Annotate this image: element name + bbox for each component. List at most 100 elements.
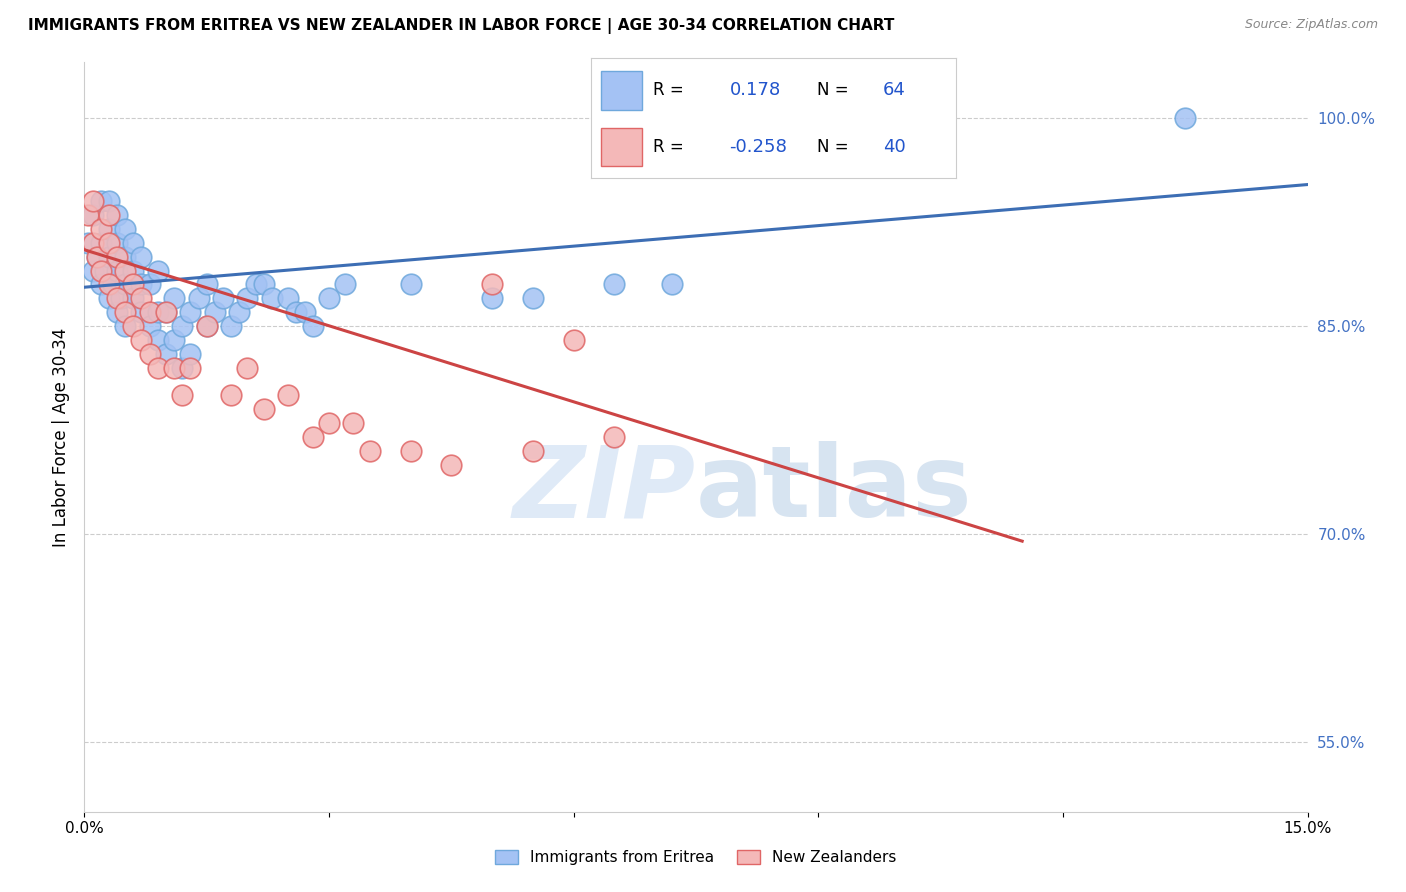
Point <box>253 277 276 292</box>
Point <box>342 416 364 430</box>
Point <box>114 263 136 277</box>
Point <box>122 319 145 334</box>
Text: IMMIGRANTS FROM ERITREA VS NEW ZEALANDER IN LABOR FORCE | AGE 30-34 CORRELATION : IMMIGRANTS FROM ERITREA VS NEW ZEALANDER… <box>28 18 894 34</box>
Point <box>172 319 194 334</box>
Point <box>105 208 128 222</box>
FancyBboxPatch shape <box>602 71 641 110</box>
Text: R =: R = <box>652 81 689 100</box>
Point <box>236 291 259 305</box>
Point <box>163 291 186 305</box>
Point <box>131 250 153 264</box>
Text: R =: R = <box>652 138 689 156</box>
Point <box>212 291 235 305</box>
Text: -0.258: -0.258 <box>730 138 787 156</box>
Point <box>82 208 104 222</box>
Point <box>131 333 153 347</box>
Point <box>219 319 242 334</box>
Point <box>90 222 112 236</box>
Point <box>82 263 104 277</box>
Point <box>163 333 186 347</box>
Point <box>522 444 544 458</box>
Point <box>277 388 299 402</box>
Point <box>82 194 104 209</box>
Point <box>603 430 626 444</box>
Point <box>359 444 381 458</box>
Point <box>285 305 308 319</box>
Point <box>90 194 112 209</box>
Legend: Immigrants from Eritrea, New Zealanders: Immigrants from Eritrea, New Zealanders <box>489 844 903 871</box>
Point <box>114 319 136 334</box>
Point <box>603 277 626 292</box>
Point <box>1174 111 1197 125</box>
Point <box>86 250 108 264</box>
FancyBboxPatch shape <box>602 128 641 166</box>
Point <box>131 305 153 319</box>
Point <box>122 291 145 305</box>
Point <box>97 222 120 236</box>
Point <box>114 222 136 236</box>
Point <box>522 291 544 305</box>
Point <box>236 360 259 375</box>
Point <box>97 291 120 305</box>
Point <box>204 305 226 319</box>
Point <box>253 402 276 417</box>
Text: N =: N = <box>817 138 853 156</box>
Point <box>277 291 299 305</box>
Point <box>97 194 120 209</box>
Point <box>195 319 218 334</box>
Point <box>131 291 153 305</box>
Point <box>93 263 115 277</box>
Point <box>97 208 120 222</box>
Point <box>138 305 160 319</box>
Text: 64: 64 <box>883 81 905 100</box>
Point <box>77 208 100 222</box>
Point <box>172 388 194 402</box>
Point <box>105 250 128 264</box>
Point <box>481 291 503 305</box>
Point <box>146 305 169 319</box>
Point <box>131 277 153 292</box>
Point <box>122 277 145 292</box>
Point <box>90 235 112 250</box>
Point <box>179 305 201 319</box>
Point <box>101 277 124 292</box>
Point <box>440 458 463 472</box>
Point <box>77 235 100 250</box>
Text: atlas: atlas <box>696 441 973 538</box>
Point <box>82 235 104 250</box>
Point <box>335 277 357 292</box>
Point <box>301 319 323 334</box>
Point <box>318 416 340 430</box>
Point <box>187 291 209 305</box>
Point <box>138 319 160 334</box>
Point <box>114 277 136 292</box>
Point <box>110 291 132 305</box>
Point <box>138 277 160 292</box>
Point <box>146 333 169 347</box>
Point <box>105 305 128 319</box>
Point <box>294 305 316 319</box>
Point <box>195 319 218 334</box>
Text: N =: N = <box>817 81 853 100</box>
Point <box>179 360 201 375</box>
Point <box>318 291 340 305</box>
Point <box>301 430 323 444</box>
Point <box>481 277 503 292</box>
Point <box>155 305 177 319</box>
Point <box>90 277 112 292</box>
Point <box>86 250 108 264</box>
Point <box>1011 832 1033 847</box>
Point <box>90 263 112 277</box>
Point <box>105 291 128 305</box>
Text: 40: 40 <box>883 138 905 156</box>
Point <box>163 360 186 375</box>
Text: Source: ZipAtlas.com: Source: ZipAtlas.com <box>1244 18 1378 31</box>
Point <box>228 305 250 319</box>
Point <box>105 263 128 277</box>
Point <box>399 444 422 458</box>
Point <box>562 333 585 347</box>
Point <box>260 291 283 305</box>
Text: ZIP: ZIP <box>513 441 696 538</box>
Point <box>155 305 177 319</box>
Point <box>245 277 267 292</box>
